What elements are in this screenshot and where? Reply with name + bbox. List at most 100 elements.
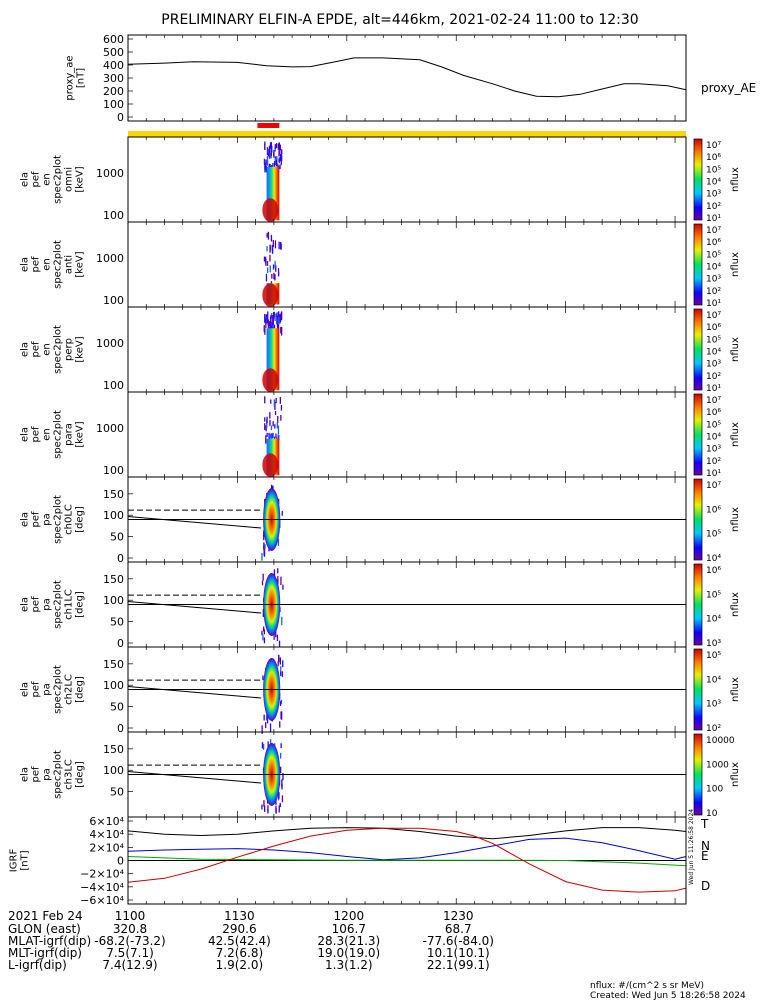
y-axis-label: ela bbox=[20, 342, 31, 357]
ephemeris-value: 290.6 bbox=[222, 922, 256, 936]
spectrogram-peak bbox=[262, 198, 279, 223]
y-axis-label: [nT] bbox=[20, 850, 31, 870]
colorbar-label: nflux bbox=[730, 762, 741, 787]
speckle-pixel bbox=[279, 397, 281, 404]
igrf-E-legend: E bbox=[701, 849, 709, 863]
colorbar bbox=[693, 733, 703, 816]
speckle-pixel bbox=[280, 752, 282, 759]
speckle-pixel bbox=[264, 313, 266, 323]
speckle-pixel bbox=[279, 802, 281, 808]
colorbar-tick-label: 10⁶ bbox=[706, 408, 721, 418]
colorbar-tick-label: 10⁴ bbox=[706, 263, 721, 273]
speckle-pixel bbox=[278, 316, 280, 325]
speckle-pixel bbox=[267, 319, 269, 328]
y-tick-label: 500 bbox=[103, 46, 124, 59]
speckle-pixel bbox=[278, 640, 281, 647]
speckle-pixel bbox=[281, 795, 284, 803]
speckle-pixel bbox=[261, 742, 264, 749]
speckle-pixel bbox=[266, 432, 268, 437]
y-tick-label: 150 bbox=[103, 488, 124, 501]
speckle-pixel bbox=[271, 273, 273, 279]
colorbar-tick-label: 10⁴ bbox=[706, 348, 721, 358]
y-axis-label: pa bbox=[42, 768, 53, 780]
speckle-pixel bbox=[264, 805, 266, 812]
colorbar-label: nflux bbox=[730, 507, 741, 532]
proxy-ae-line bbox=[127, 57, 687, 98]
y-axis-label: [keV] bbox=[75, 421, 86, 447]
igrf-E-line bbox=[127, 856, 687, 867]
speckle-pixel bbox=[270, 320, 272, 329]
speckle-pixel bbox=[278, 435, 280, 441]
speckle-pixel bbox=[277, 434, 279, 442]
speckle-pixel bbox=[281, 616, 283, 626]
colorbar-tick-label: 10⁴ bbox=[706, 675, 721, 685]
speckle-pixel bbox=[280, 405, 283, 411]
y-tick-label: 100 bbox=[103, 594, 124, 607]
speckle-pixel bbox=[279, 164, 281, 170]
speckle-pixel bbox=[278, 792, 280, 799]
speckle-pixel bbox=[278, 142, 280, 149]
y-axis-label: proxy_ae bbox=[65, 55, 76, 100]
time-tick-label: 1200 bbox=[334, 909, 365, 923]
y-axis-label: spec2plot bbox=[53, 495, 64, 544]
y-axis-label: ela bbox=[20, 172, 31, 187]
igrf-N-line bbox=[127, 837, 687, 861]
y-tick-label: 100 bbox=[103, 294, 124, 307]
y-tick-label: 50 bbox=[110, 616, 124, 629]
y-axis-label: ela bbox=[20, 682, 31, 697]
panel-en_anti: 1000 100 ela pef en spec2plot anti [keV] 10⁷ 10⁶ 1… bbox=[20, 221, 741, 309]
speckle-pixel bbox=[280, 326, 282, 334]
y-tick-label: 100 bbox=[103, 464, 124, 477]
y-tick-label: 50 bbox=[110, 531, 124, 544]
panel-frame bbox=[127, 34, 687, 122]
y-tick-label: 4×10⁴ bbox=[89, 828, 124, 841]
y-tick-label: −6×10⁴ bbox=[80, 894, 124, 907]
y-axis-label: ch1LC bbox=[64, 589, 75, 620]
speckle-pixel bbox=[265, 322, 267, 328]
colorbar-label: nflux bbox=[730, 422, 741, 447]
speckle-pixel bbox=[281, 155, 283, 162]
loss-cone-solid-line bbox=[127, 516, 262, 529]
colorbar-tick-label: 10000 bbox=[706, 736, 735, 746]
speckle-pixel bbox=[273, 272, 275, 280]
panel-en_omni: 1000 100 ela pef en spec2plot omni [keV] 10⁷ 10⁶ 1… bbox=[20, 136, 741, 224]
time-tick-label: 1100 bbox=[115, 909, 146, 923]
panel-en_perp: 1000 100 ela pef en spec2plot perp [keV] 10⁷ 10⁶ 1… bbox=[20, 306, 741, 394]
loss-cone-solid-line bbox=[127, 771, 262, 784]
y-axis-label: ela bbox=[20, 597, 31, 612]
y-axis-label: ela bbox=[20, 767, 31, 782]
ephemeris-value: 22.1(99.1) bbox=[427, 958, 490, 972]
colorbar-tick-label: 10⁷ bbox=[706, 481, 721, 491]
igrf-D-line bbox=[127, 827, 687, 893]
bottom-axis-table: 2021 Feb 24 1100 1130 1200 1230 GLON (east)… bbox=[8, 909, 494, 972]
speckle-pixel bbox=[281, 671, 284, 677]
y-tick-label: 1000 bbox=[96, 337, 124, 350]
y-axis-label: spec2plot bbox=[53, 240, 64, 289]
y-axis-label: IGRF bbox=[9, 849, 20, 873]
colorbar-tick-label: 10⁵ bbox=[706, 651, 721, 661]
speckle-pixel bbox=[271, 433, 273, 442]
colorbar-tick-label: 10⁵ bbox=[706, 335, 721, 345]
colorbar-tick-label: 10⁴ bbox=[706, 433, 721, 443]
speckle-pixel bbox=[265, 714, 268, 721]
colorbar bbox=[693, 478, 703, 561]
ephemeris-row-label: L-igrf(dip) bbox=[8, 958, 67, 972]
colorbar-tick-label: 10³ bbox=[706, 190, 721, 200]
time-tick-label: 1230 bbox=[443, 909, 474, 923]
speckle-pixel bbox=[277, 143, 279, 150]
y-axis-label: pef bbox=[31, 511, 42, 528]
speckle-pixel bbox=[270, 142, 272, 151]
speckle-pixel bbox=[271, 321, 273, 329]
y-tick-label: 150 bbox=[103, 743, 124, 756]
colorbar-tick-label: 10¹ bbox=[706, 384, 721, 394]
y-axis-label: spec2plot bbox=[53, 325, 64, 374]
colorbar-label: nflux bbox=[730, 252, 741, 277]
speckle-pixel bbox=[275, 143, 278, 149]
y-axis-label: pef bbox=[31, 256, 42, 273]
time-tick-label: 1130 bbox=[224, 909, 255, 923]
speckle-pixel bbox=[280, 666, 282, 674]
speckle-pixel bbox=[270, 399, 272, 404]
y-axis-label: ela bbox=[20, 257, 31, 272]
colorbar-tick-label: 10¹ bbox=[706, 214, 721, 224]
